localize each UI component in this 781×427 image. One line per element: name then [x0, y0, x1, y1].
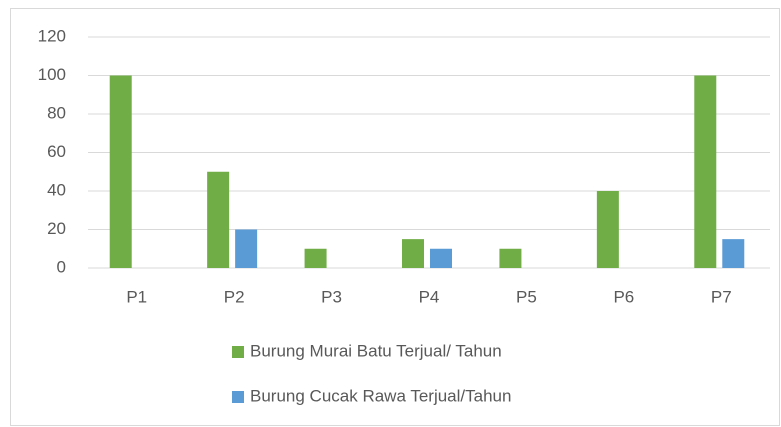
y-tick-label: 60 — [47, 142, 66, 161]
bar — [304, 248, 327, 268]
bar — [596, 191, 619, 268]
bar — [207, 171, 230, 268]
legend-swatch — [232, 346, 244, 358]
bar — [722, 239, 745, 268]
y-tick-label: 20 — [47, 219, 66, 238]
legend-swatch — [232, 391, 244, 403]
chart-frame — [10, 8, 780, 426]
y-tick-label: 100 — [38, 65, 66, 84]
bar — [694, 75, 717, 268]
x-tick-label: P4 — [419, 287, 440, 306]
y-tick-label: 0 — [57, 257, 66, 276]
x-tick-label: P5 — [516, 287, 537, 306]
x-tick-label: P6 — [613, 287, 634, 306]
y-tick-label: 120 — [38, 26, 66, 45]
bar — [499, 248, 522, 268]
x-tick-label: P1 — [126, 287, 147, 306]
y-tick-label: 40 — [47, 180, 66, 199]
x-tick-label: P7 — [711, 287, 732, 306]
x-tick-label: P3 — [321, 287, 342, 306]
x-tick-label: P2 — [224, 287, 245, 306]
bar — [430, 248, 452, 268]
y-tick-label: 80 — [47, 103, 66, 122]
legend-label: Burung Murai Batu Terjual/ Tahun — [250, 341, 502, 360]
bar — [109, 75, 132, 268]
legend-label: Burung Cucak Rawa Terjual/Tahun — [250, 386, 511, 405]
bar — [235, 229, 258, 268]
bar — [402, 239, 424, 268]
